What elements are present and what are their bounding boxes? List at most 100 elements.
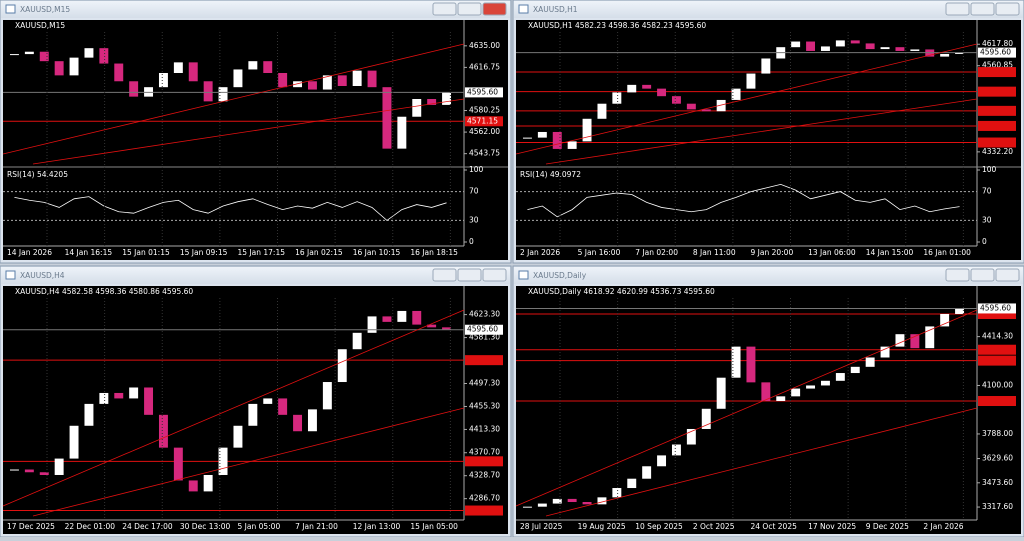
level-label-box (978, 308, 1016, 319)
candle (337, 349, 347, 383)
candle (233, 69, 243, 88)
window-min-button[interactable] (432, 2, 457, 16)
candle (820, 380, 830, 386)
window-close-button[interactable] (482, 268, 507, 282)
candle (940, 313, 950, 327)
candle (263, 61, 273, 73)
candle (671, 444, 681, 456)
window-close-button[interactable] (482, 2, 507, 16)
candle (158, 414, 168, 448)
candle (820, 46, 830, 51)
rsi-tick-label: 70 (982, 187, 992, 196)
x-tick-label: 16 Jan 10:15 (353, 248, 401, 257)
x-tick-label: 5 Jan 05:00 (238, 522, 281, 531)
candle (397, 116, 407, 149)
x-tick-label: 17 Nov 2025 (808, 522, 856, 531)
candle (791, 388, 801, 397)
candle (397, 310, 407, 322)
candle (442, 327, 452, 330)
window-icon (518, 4, 529, 14)
window-max-button[interactable] (970, 2, 995, 16)
last-price-box (978, 47, 1016, 58)
candle (940, 53, 950, 57)
candle (382, 87, 392, 149)
candle (835, 40, 845, 47)
window-title: XAUUSD,Daily (533, 271, 587, 280)
x-tick-label: 15 Jan 05:00 (410, 522, 458, 531)
last-price-label: 4595.60 (467, 325, 498, 334)
title-bar (514, 1, 1023, 18)
candle (806, 385, 816, 389)
candle (263, 398, 273, 404)
candle (582, 502, 592, 505)
candle (307, 409, 317, 432)
x-tick-label: 28 Jul 2025 (520, 522, 563, 531)
x-tick-label: 16 Jan 02:15 (295, 248, 343, 257)
window-max-button[interactable] (457, 2, 482, 16)
candle (761, 58, 771, 74)
candle (84, 403, 94, 426)
window-close-button[interactable] (995, 2, 1020, 16)
candle (412, 310, 422, 325)
window-max-button[interactable] (457, 268, 482, 282)
y-tick-label: 4100.00 (982, 380, 1013, 389)
candle (173, 447, 183, 481)
x-tick-label: 16 Jan 18:15 (410, 248, 458, 257)
chart-header: XAUUSD,H4 4582.58 4598.36 4580.86 4595.6… (15, 287, 193, 296)
window-min-button[interactable] (945, 2, 970, 16)
x-tick-label: 2 Jan 2026 (923, 522, 963, 531)
rsi-tick-label: 70 (469, 187, 479, 196)
window-min-button[interactable] (432, 268, 457, 282)
x-tick-label: 24 Oct 2025 (751, 522, 798, 531)
y-tick-label: 4616.75 (469, 62, 500, 71)
candle (910, 49, 920, 51)
candle (367, 70, 377, 88)
x-tick-label: 5 Jan 16:00 (578, 248, 621, 257)
candle (427, 324, 437, 328)
window-close-button[interactable] (995, 268, 1020, 282)
title-bar (514, 267, 1023, 284)
trend-line (515, 43, 978, 155)
x-tick-label: 9 Jan 20:00 (751, 248, 794, 257)
window-title: XAUUSD,H1 (533, 5, 578, 14)
y-tick-label: 4332.20 (982, 147, 1013, 156)
trend-line (515, 309, 978, 507)
candle (850, 40, 860, 44)
candle (173, 62, 183, 73)
x-tick-label: 24 Dec 17:00 (122, 522, 173, 531)
candle (627, 84, 637, 93)
candle (129, 387, 139, 399)
trend-line (32, 98, 465, 165)
candle (427, 99, 437, 105)
candle (218, 447, 228, 475)
rsi-tick-label: 0 (469, 237, 474, 246)
y-tick-label: 3788.00 (982, 429, 1013, 438)
candle (642, 84, 652, 89)
last-price-label: 4595.60 (467, 87, 498, 96)
title-bar (1, 1, 510, 18)
candle (337, 75, 347, 86)
window-min-button[interactable] (945, 268, 970, 282)
candle (54, 458, 64, 475)
candle (203, 81, 213, 102)
trend-line (2, 309, 465, 507)
y-tick-label: 4580.25 (469, 106, 500, 115)
level-label-box (978, 120, 1016, 131)
candle (955, 308, 965, 314)
candle (442, 92, 452, 105)
window-max-button[interactable] (970, 268, 995, 282)
level-label-box (465, 456, 503, 467)
level-label-box (465, 116, 503, 127)
rsi-line (14, 196, 447, 221)
candle (582, 118, 592, 142)
y-tick-label: 4581.30 (469, 333, 500, 342)
candle (233, 425, 243, 448)
candle (69, 425, 79, 459)
y-tick-label: 4617.80 (982, 39, 1013, 48)
y-tick-label: 3317.60 (982, 502, 1013, 511)
candle (522, 506, 532, 508)
level-label-box (465, 355, 503, 366)
x-tick-label: 22 Dec 01:00 (65, 522, 116, 531)
candle (248, 61, 258, 70)
